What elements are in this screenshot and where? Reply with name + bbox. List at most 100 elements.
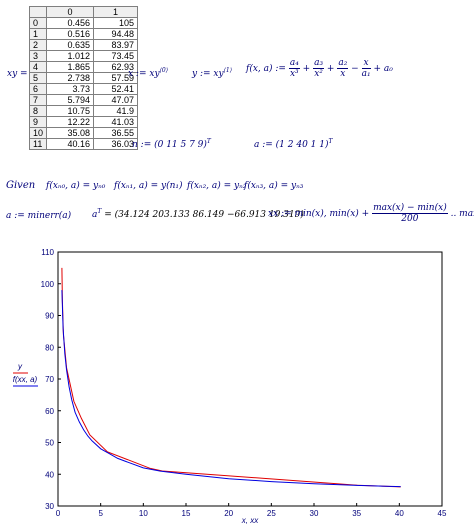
f-lhs: f(x, a) := [246, 64, 286, 74]
f-term-1: a₄ x³ [288, 58, 300, 79]
y-tick-label: 110 [41, 248, 54, 257]
y-def-text: y := xy [192, 69, 224, 79]
matrix-row: 8 10.75 41.9 [28, 105, 139, 117]
f-term-3: a₂ x [337, 58, 349, 79]
xy-matrix[interactable]: 0 1 0 0.456 105 1 0.516 94.48 2 0.635 83.97 3 1.01… [28, 6, 139, 150]
fit-chart[interactable]: 0 5 10 15 20 25 30 35 40 45 30405060708090100110 … [0, 230, 474, 530]
n-transpose: T [206, 138, 211, 145]
x-tick-label: 35 [352, 509, 361, 518]
matrix-row-index: 4 [28, 61, 48, 73]
matrix-row: 3 1.012 73.45 [28, 50, 139, 62]
minerr-assignment[interactable]: a := minerr(a) [6, 211, 72, 221]
y-tick-label: 50 [45, 439, 54, 448]
xx-tail: .. max(x) [450, 209, 474, 219]
series-f-line [61, 290, 401, 488]
matrix-cell-col0[interactable]: 3.73 [46, 83, 95, 95]
matrix-cell-col1[interactable]: 41.9 [93, 105, 139, 117]
f-tail: + a₀ [373, 64, 393, 74]
xx-lhs: xx := min(x), min(x) + [268, 209, 370, 219]
matrix-row: 6 3.73 52.41 [28, 83, 139, 95]
x-tick-label: 40 [395, 509, 404, 518]
matrix-label: xy = [7, 69, 28, 79]
matrix-col-header-1: 1 [93, 6, 139, 18]
x-axis-label: x, xx [241, 516, 259, 525]
matrix-row: 4 1.865 62.93 [28, 61, 139, 73]
f-term-4: x a₁ [361, 58, 371, 79]
x-definition[interactable]: x := xy⟨0⟩ [128, 67, 169, 79]
matrix-cell-col0[interactable]: 0.635 [46, 39, 95, 51]
matrix-cell-col1[interactable]: 36.03 [93, 138, 139, 150]
matrix-row: 10 35.08 36.55 [28, 127, 139, 139]
matrix-row: 5 2.738 57.59 [28, 72, 139, 84]
matrix-cell-col1[interactable]: 83.97 [93, 39, 139, 51]
n-def-text: n := (0 11 5 7 9) [132, 140, 207, 150]
matrix-cell-col1[interactable]: 41.03 [93, 116, 139, 128]
a-def-text: a := (1 2 40 1 1) [254, 140, 329, 150]
x-tick-label: 5 [98, 509, 103, 518]
a-definition[interactable]: a := (1 2 40 1 1)T [254, 138, 333, 150]
matrix-row-index: 1 [28, 28, 48, 40]
constraint-3[interactable]: f(xₙ₃, a) = yₙ₃ [244, 181, 304, 191]
y-tick-label: 60 [45, 407, 54, 416]
y-tick-label: 40 [45, 470, 54, 479]
matrix-cell-col0[interactable]: 1.865 [46, 61, 95, 73]
matrix-cell-col0[interactable]: 1.012 [46, 50, 95, 62]
matrix-row: 1 0.516 94.48 [28, 28, 139, 40]
y-tick-label: 100 [41, 280, 55, 289]
aT-rhs: = (34.124 203.133 86.149 −66.913 19.319) [104, 210, 304, 220]
n-definition[interactable]: n := (0 11 5 7 9)T [132, 138, 211, 150]
y-definition[interactable]: y := xy⟨1⟩ [192, 67, 233, 79]
matrix-row: 7 5.794 47.07 [28, 94, 139, 106]
a-transpose: T [328, 138, 333, 145]
x-def-superscript: ⟨0⟩ [159, 67, 169, 74]
matrix-cell-col0[interactable]: 10.75 [46, 105, 95, 117]
y-axis-label-y: y [17, 362, 23, 371]
matrix-cell-col1[interactable]: 94.48 [93, 28, 139, 40]
matrix-cell-col1[interactable]: 52.41 [93, 83, 139, 95]
y-tick-label: 80 [45, 343, 54, 352]
matrix-col-header-0: 0 [46, 6, 95, 18]
y-tick-label: 70 [45, 375, 54, 384]
x-tick-label: 0 [56, 509, 61, 518]
matrix-cell-col0[interactable]: 40.16 [46, 138, 95, 150]
matrix-cell-col1[interactable]: 73.45 [93, 50, 139, 62]
matrix-row-index: 2 [28, 39, 48, 51]
f-definition[interactable]: f(x, a) := a₄ x³ + a₃ x² + a₂ x − x a₁ + a₀ [246, 58, 393, 79]
x-tick-label: 15 [182, 509, 191, 518]
given-keyword[interactable]: Given [6, 180, 36, 191]
xx-fraction: max(x) − min(x) 200 [372, 203, 448, 224]
x-tick-label: 25 [267, 509, 276, 518]
matrix-row-index: 9 [28, 116, 48, 128]
y-def-superscript: ⟨1⟩ [223, 67, 233, 74]
aT-lhs: a [92, 210, 98, 220]
x-def-text: x := xy [128, 69, 160, 79]
matrix-row: 9 12.22 41.03 [28, 116, 139, 128]
f-term-2: a₃ x² [313, 58, 325, 79]
aT-sup: T [97, 208, 102, 215]
matrix-row-index: 5 [28, 72, 48, 84]
matrix-cell-col1[interactable]: 47.07 [93, 94, 139, 106]
matrix-cell-col0[interactable]: 0.456 [46, 17, 95, 29]
matrix-cell-col0[interactable]: 5.794 [46, 94, 95, 106]
matrix-cell-col0[interactable]: 12.22 [46, 116, 95, 128]
a-transpose-result[interactable]: aT = (34.124 203.133 86.149 −66.913 19.3… [92, 208, 304, 220]
x-tick-label: 20 [224, 509, 233, 518]
matrix-row-index: 11 [28, 138, 48, 150]
constraint-0[interactable]: f(xₙ₀, a) = yₙ₀ [46, 181, 106, 191]
matrix-cell-col0[interactable]: 2.738 [46, 72, 95, 84]
matrix-cell-col1[interactable]: 105 [93, 17, 139, 29]
matrix-corner [28, 6, 48, 18]
matrix-cell-col1[interactable]: 36.55 [93, 127, 139, 139]
constraint-2[interactable]: f(xₙ₂, a) = yₙ₂ [187, 181, 247, 191]
y-axis-label-f: f(xx, a) [13, 375, 38, 384]
y-tick-label: 30 [45, 502, 54, 511]
matrix-cell-col0[interactable]: 35.08 [46, 127, 95, 139]
plot-frame [57, 251, 443, 507]
matrix-row: 0 0.456 105 [28, 17, 139, 29]
series-group [61, 267, 401, 488]
xx-definition[interactable]: xx := min(x), min(x) + max(x) − min(x) 20… [268, 203, 474, 224]
matrix-row-index: 0 [28, 17, 48, 29]
constraint-1[interactable]: f(xₙ₁, a) = y(n₁) [114, 181, 183, 191]
matrix-cell-col0[interactable]: 0.516 [46, 28, 95, 40]
matrix-row-index: 8 [28, 105, 48, 117]
